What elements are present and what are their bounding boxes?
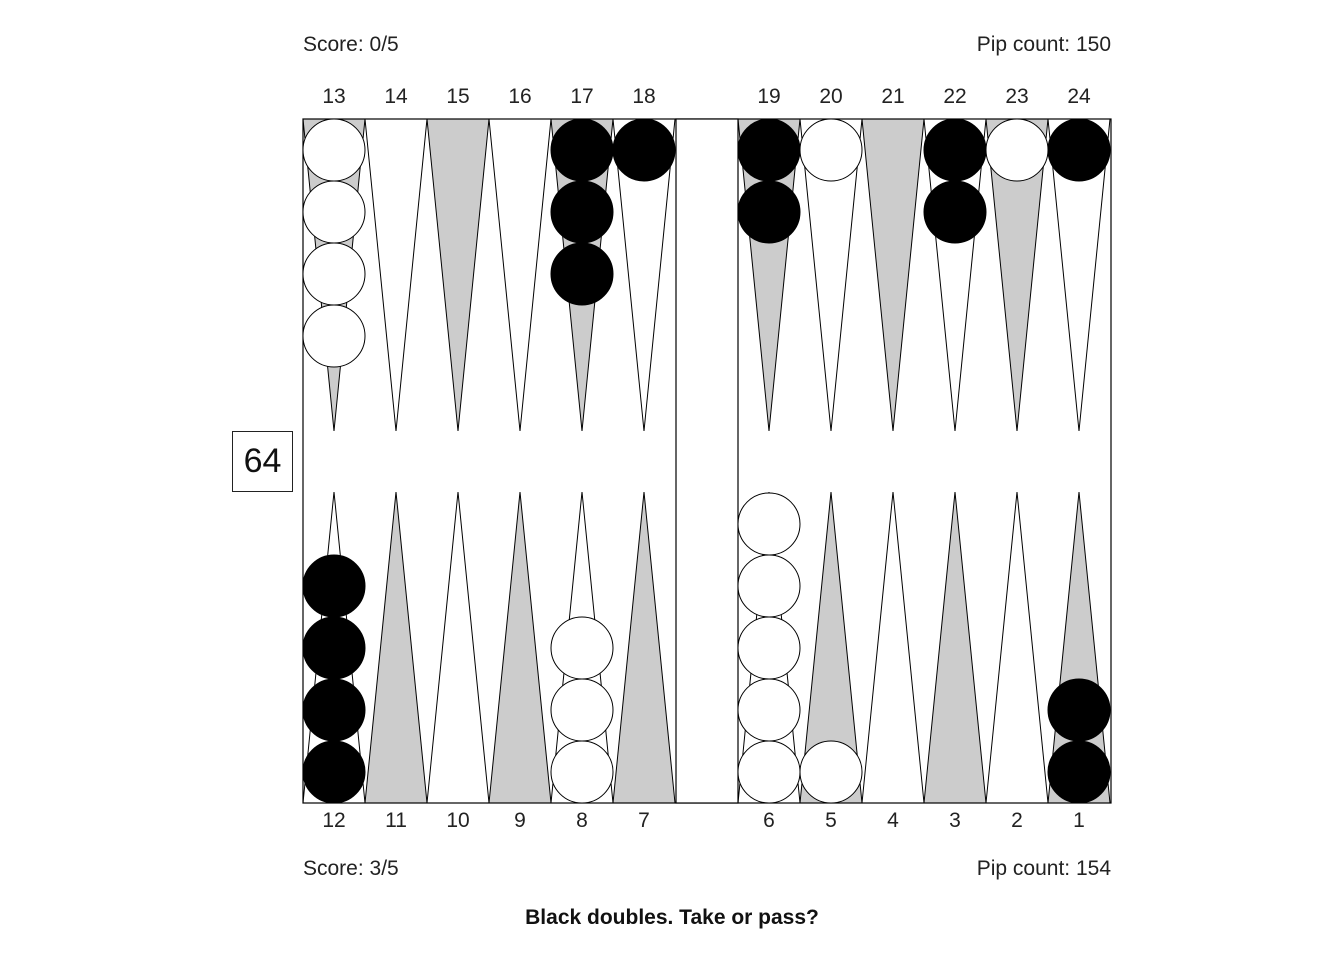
black-checker[interactable] <box>737 180 801 244</box>
point-number-14: 14 <box>384 85 408 108</box>
point-number-24: 24 <box>1067 85 1091 108</box>
point-number-2: 2 <box>1011 809 1023 832</box>
top-pip-count: Pip count: 150 <box>976 33 1111 56</box>
question-text: Black doubles. Take or pass? <box>525 906 819 929</box>
white-checker[interactable] <box>799 740 863 804</box>
point-number-16: 16 <box>508 85 532 108</box>
point-number-17: 17 <box>570 85 594 108</box>
bottom-pip-count: Pip count: 154 <box>976 857 1111 880</box>
point-4[interactable] <box>861 491 925 804</box>
black-checker[interactable] <box>1047 678 1111 742</box>
point-number-15: 15 <box>446 85 470 108</box>
point-number-3: 3 <box>949 809 961 832</box>
point-number-4: 4 <box>887 809 899 832</box>
point-number-20: 20 <box>819 85 843 108</box>
white-checker[interactable] <box>550 616 614 680</box>
white-checker[interactable] <box>302 304 366 368</box>
point-21[interactable] <box>861 118 925 432</box>
point-number-18: 18 <box>632 85 656 108</box>
point-number-22: 22 <box>943 85 967 108</box>
white-checker[interactable] <box>737 740 801 804</box>
point-14[interactable] <box>364 118 428 432</box>
point-number-1: 1 <box>1073 809 1085 832</box>
white-checker[interactable] <box>985 118 1049 182</box>
white-checker[interactable] <box>550 740 614 804</box>
point-number-12: 12 <box>322 809 346 832</box>
point-10[interactable] <box>426 491 490 804</box>
white-checker[interactable] <box>302 180 366 244</box>
black-checker[interactable] <box>302 554 366 618</box>
point-3[interactable] <box>923 491 987 804</box>
black-checker[interactable] <box>302 678 366 742</box>
bottom-score: Score: 3/5 <box>303 857 399 880</box>
point-9[interactable] <box>488 491 552 804</box>
point-number-23: 23 <box>1005 85 1029 108</box>
black-checker[interactable] <box>550 242 614 306</box>
black-checker[interactable] <box>737 118 801 182</box>
bar[interactable] <box>675 118 739 804</box>
point-number-10: 10 <box>446 809 470 832</box>
point-16[interactable] <box>488 118 552 432</box>
white-checker[interactable] <box>302 242 366 306</box>
white-checker[interactable] <box>799 118 863 182</box>
white-checker[interactable] <box>302 118 366 182</box>
black-checker[interactable] <box>302 740 366 804</box>
black-checker[interactable] <box>302 616 366 680</box>
black-checker[interactable] <box>1047 118 1111 182</box>
doubling-cube[interactable]: 64 <box>232 431 293 492</box>
black-checker[interactable] <box>550 180 614 244</box>
point-number-8: 8 <box>576 809 588 832</box>
black-checker[interactable] <box>923 180 987 244</box>
point-number-21: 21 <box>881 85 905 108</box>
white-checker[interactable] <box>737 554 801 618</box>
black-checker[interactable] <box>923 118 987 182</box>
point-11[interactable] <box>364 491 428 804</box>
point-7[interactable] <box>612 491 676 804</box>
top-score: Score: 0/5 <box>303 33 399 56</box>
white-checker[interactable] <box>737 492 801 556</box>
point-number-9: 9 <box>514 809 526 832</box>
white-checker[interactable] <box>737 678 801 742</box>
point-number-6: 6 <box>763 809 775 832</box>
white-checker[interactable] <box>550 678 614 742</box>
point-number-7: 7 <box>638 809 650 832</box>
point-number-13: 13 <box>322 85 346 108</box>
point-number-5: 5 <box>825 809 837 832</box>
point-2[interactable] <box>985 491 1049 804</box>
point-15[interactable] <box>426 118 490 432</box>
point-number-19: 19 <box>757 85 781 108</box>
point-number-11: 11 <box>385 809 407 832</box>
black-checker[interactable] <box>1047 740 1111 804</box>
white-checker[interactable] <box>737 616 801 680</box>
black-checker[interactable] <box>550 118 614 182</box>
black-checker[interactable] <box>612 118 676 182</box>
